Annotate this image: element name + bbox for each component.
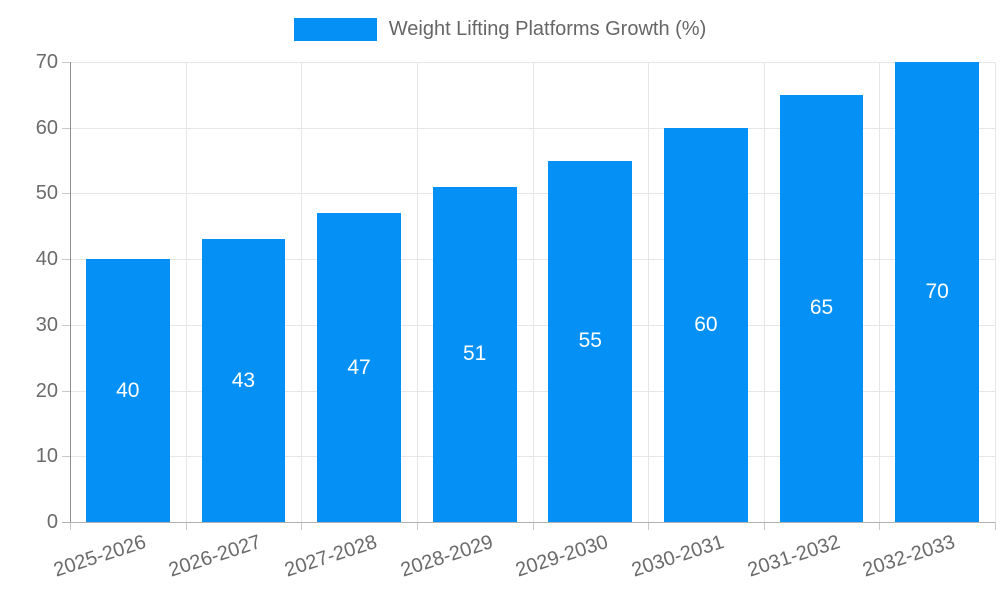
x-axis-tick <box>533 522 534 530</box>
y-axis-tick <box>62 193 70 194</box>
bar: 43 <box>201 239 286 522</box>
bar-value-label: 40 <box>116 378 140 402</box>
y-axis-tick <box>62 391 70 392</box>
y-tick-label: 10 <box>35 445 58 467</box>
bar-value-label: 43 <box>231 368 256 392</box>
gridline-vertical <box>301 62 302 522</box>
x-axis-tick <box>764 522 765 530</box>
gridline-vertical <box>417 62 418 522</box>
legend: Weight Lifting Platforms Growth (%) <box>0 18 1000 41</box>
bar: 55 <box>548 160 633 522</box>
x-axis-tick <box>995 522 996 530</box>
y-tick-label: 0 <box>46 511 58 533</box>
gridline-horizontal <box>70 62 995 63</box>
plot-area: 40 43 47 51 55 60 65 70 <box>70 62 996 522</box>
bar-value-label: 70 <box>925 280 949 303</box>
y-tick-label: 70 <box>35 51 58 73</box>
bar-value-label: 65 <box>809 296 834 320</box>
gridline-horizontal <box>70 259 995 260</box>
y-tick-label: 40 <box>35 248 58 270</box>
bar-value-label: 47 <box>347 355 371 379</box>
bar-value-label: 55 <box>578 329 602 353</box>
y-tick-label: 30 <box>35 314 58 336</box>
x-axis-tick <box>648 522 649 530</box>
gridline-horizontal <box>70 193 995 194</box>
y-axis-tick <box>62 325 70 326</box>
y-axis-tick <box>62 62 70 63</box>
x-axis-tick <box>186 522 187 530</box>
bar-value-label: 51 <box>462 342 487 366</box>
bar: 70 <box>895 62 980 522</box>
y-axis-line <box>70 62 71 522</box>
gridline-horizontal <box>70 128 995 129</box>
gridline-vertical <box>186 62 187 522</box>
bar: 40 <box>85 259 170 522</box>
gridline-horizontal <box>70 391 995 392</box>
bar: 60 <box>664 127 748 522</box>
gridline-vertical <box>879 62 880 522</box>
gridline-horizontal <box>70 325 995 326</box>
x-axis-tick <box>70 522 71 530</box>
gridline-vertical <box>533 62 534 522</box>
y-axis-tick <box>62 456 70 457</box>
y-tick-label: 20 <box>35 380 58 402</box>
bar: 51 <box>432 186 517 522</box>
bar: 65 <box>779 94 864 522</box>
bar-value-label: 60 <box>694 312 718 336</box>
legend-swatch <box>293 18 377 41</box>
y-tick-label: 50 <box>35 182 58 204</box>
y-axis-tick <box>62 259 70 260</box>
y-tick-label: 60 <box>35 117 58 139</box>
legend-label: Weight Lifting Platforms Growth (%) <box>388 18 707 40</box>
gridline-vertical <box>995 62 996 522</box>
gridline-vertical <box>648 62 649 522</box>
gridline-vertical <box>764 62 765 522</box>
x-axis-tick <box>301 522 302 530</box>
bar: 47 <box>317 213 401 522</box>
gridline-horizontal <box>70 456 995 457</box>
x-axis-line <box>62 522 995 523</box>
x-axis-tick <box>417 522 418 530</box>
y-axis-tick <box>62 128 70 129</box>
x-axis-tick <box>879 522 880 530</box>
